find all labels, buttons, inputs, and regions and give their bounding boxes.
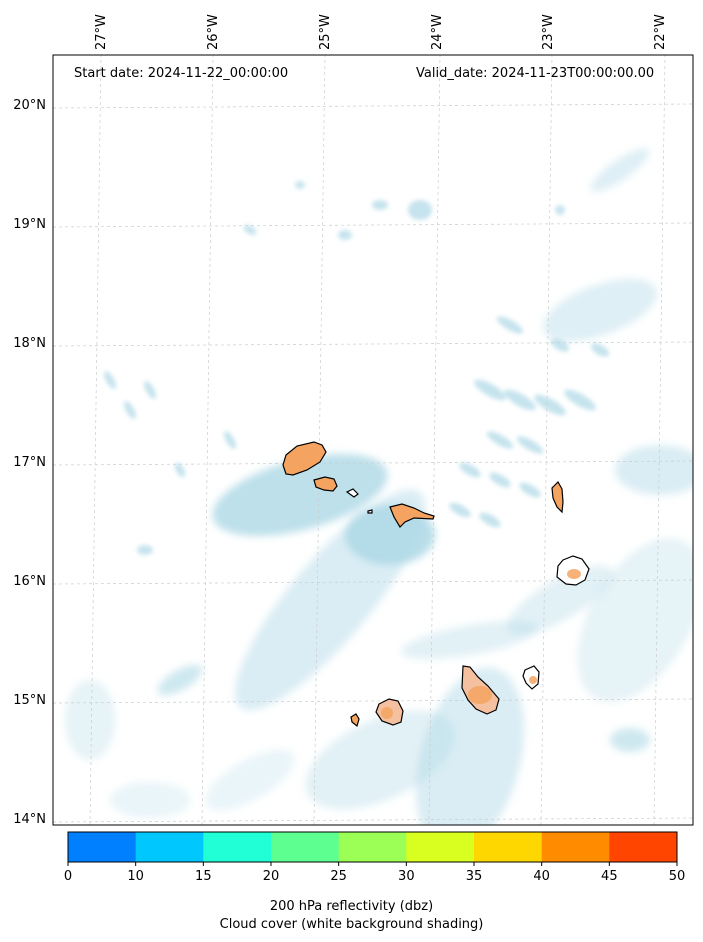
lon-label: 25°W <box>318 14 333 50</box>
island-santo-antao <box>282 441 327 476</box>
parallel-line <box>53 579 693 585</box>
meridian-line <box>428 55 441 825</box>
island-sal <box>551 481 564 514</box>
lat-label: 14°N <box>13 812 46 827</box>
colorbar-segment <box>474 832 543 862</box>
colorbar-segment <box>135 832 204 862</box>
map-frame <box>52 54 694 826</box>
lat-label: 19°N <box>13 217 46 232</box>
colorbar-segment <box>406 832 475 862</box>
colorbar-label: 200 hPa reflectivity (dbz) <box>269 899 434 914</box>
colorbar-ticks <box>67 862 678 866</box>
parallel-line <box>53 698 693 704</box>
meridian-line <box>201 55 214 825</box>
colorbar <box>68 832 678 862</box>
lon-label: 22°W <box>653 14 668 50</box>
lat-label: 15°N <box>13 693 46 708</box>
colorbar-tick-label: 15 <box>195 869 212 884</box>
parallel-line <box>53 103 693 109</box>
colorbar-tick-label: 40 <box>533 869 550 884</box>
colorbar-tick-label: 50 <box>668 869 686 884</box>
colorbar-tick-label: 25 <box>330 869 347 884</box>
lat-label: 17°N <box>13 455 46 470</box>
colorbar-tick-label: 30 <box>398 869 415 884</box>
colorbar-segment <box>338 832 407 862</box>
colorbar-tick-label: 35 <box>465 869 483 884</box>
lon-label: 27°W <box>94 14 109 50</box>
colorbar-tick-label: 20 <box>262 869 280 884</box>
start-date-label: Start date: 2024-11-22_00:00:00 <box>74 66 289 81</box>
meridian-line <box>653 55 666 825</box>
lat-label: 18°N <box>13 336 46 351</box>
colorbar-segment <box>271 832 340 862</box>
colorbar-segment <box>541 832 610 862</box>
meridian-line <box>313 55 326 825</box>
meridian-line <box>540 55 553 825</box>
valid-date-label: Valid_date: 2024-11-23T00:00:00.00 <box>416 66 655 81</box>
colorbar-segment <box>609 832 678 862</box>
colorbar-tick-label: 10 <box>127 869 144 884</box>
lon-label: 24°W <box>430 14 445 50</box>
parallel-line <box>53 817 693 823</box>
lat-label: 16°N <box>13 574 46 589</box>
colorbar-tick-label: 45 <box>601 869 618 884</box>
parallel-line <box>53 341 693 347</box>
island-branco <box>367 509 373 514</box>
colorbar-tick-label: 0 <box>63 869 73 884</box>
lat-label: 20°N <box>13 98 46 113</box>
colorbar-frame <box>67 831 678 863</box>
island-brava <box>350 713 360 728</box>
colorbar-sublabel: Cloud cover (white background shading) <box>219 917 484 932</box>
colorbar-segment <box>68 832 137 862</box>
parallel-line <box>53 460 693 466</box>
island-sao-nicolau <box>389 503 435 528</box>
map-gridlines <box>53 55 693 825</box>
colorbar-segment <box>203 832 272 862</box>
lon-label: 23°W <box>541 14 556 50</box>
island-santa-luzia <box>345 488 359 498</box>
parallel-line <box>53 222 693 228</box>
meridian-line <box>89 55 102 825</box>
cloud-cover-layer <box>65 148 693 825</box>
lon-label: 26°W <box>206 14 221 50</box>
